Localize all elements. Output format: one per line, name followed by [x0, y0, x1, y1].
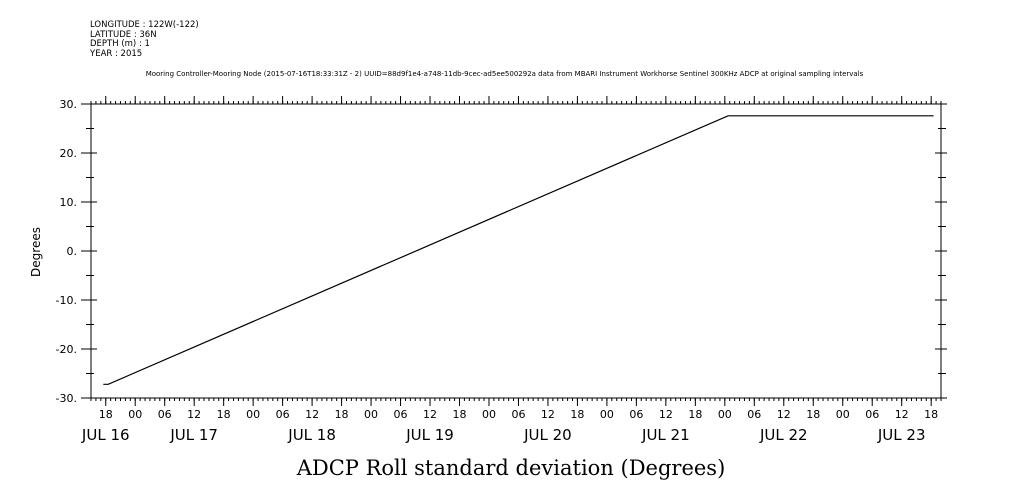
x-date-label: JUL 19 — [405, 426, 454, 444]
series-line — [103, 115, 934, 385]
x-date-label: JUL 22 — [759, 426, 808, 444]
x-hour-label: 00 — [718, 408, 732, 421]
y-tick-label: -20. — [56, 343, 77, 356]
x-hour-label: 06 — [629, 408, 643, 421]
x-hour-label: 00 — [600, 408, 614, 421]
x-hour-label: 00 — [128, 408, 142, 421]
y-tick-label: -30. — [56, 392, 77, 405]
x-hour-label: 18 — [924, 408, 938, 421]
depth-label: DEPTH (m) : 1 — [90, 39, 150, 50]
x-hour-label: 06 — [747, 408, 761, 421]
x-hour-label: 00 — [482, 408, 496, 421]
y-axis-label: Degrees — [29, 227, 43, 277]
chart-header: LONGITUDE : 122W(-122) LATITUDE : 36N DE… — [90, 20, 199, 59]
x-hour-label: 18 — [570, 408, 584, 421]
x-hour-label: 06 — [276, 408, 290, 421]
data-layer — [103, 115, 934, 385]
x-hour-label: 18 — [99, 408, 113, 421]
x-hour-label: 12 — [659, 408, 673, 421]
x-hour-label: 12 — [777, 408, 791, 421]
plot-frame — [90, 103, 942, 399]
axes-layer: 30. 20. 10. 0. -10. -20. -30. 18 00 06 12 18 00 06 12 1… — [56, 96, 947, 444]
y-tick-label: 0. — [67, 245, 78, 258]
y-tick-label: 10. — [60, 196, 78, 209]
x-axis-label: ADCP Roll standard deviation (Degrees) — [296, 456, 726, 480]
x-hour-label: 18 — [806, 408, 820, 421]
x-hour-label: 18 — [217, 408, 231, 421]
y-tick-label: 30. — [60, 98, 78, 111]
y-tick-label: 20. — [60, 147, 78, 160]
y-tick-label: -10. — [56, 294, 77, 307]
x-date-label: JUL 17 — [169, 426, 218, 444]
x-hour-label: 12 — [187, 408, 201, 421]
x-hour-label: 06 — [865, 408, 879, 421]
x-date-label: JUL 18 — [287, 426, 336, 444]
latitude-label: LATITUDE : 36N — [90, 29, 157, 40]
x-date-label: JUL 16 — [81, 426, 130, 444]
x-hour-label: 00 — [836, 408, 850, 421]
x-hour-label: 06 — [158, 408, 172, 421]
x-hour-label: 18 — [335, 408, 349, 421]
chart-subtitle: Mooring Controller-Mooring Node (2015-07… — [145, 70, 864, 78]
x-hour-label: 12 — [895, 408, 909, 421]
x-date-label: JUL 21 — [641, 426, 690, 444]
x-hour-label: 12 — [305, 408, 319, 421]
longitude-label: LONGITUDE : 122W(-122) — [90, 20, 199, 30]
x-hour-label: 06 — [394, 408, 408, 421]
x-hour-label: 12 — [541, 408, 555, 421]
x-hour-label: 18 — [688, 408, 702, 421]
x-hour-label: 06 — [511, 408, 525, 421]
x-hour-label: 00 — [364, 408, 378, 421]
x-date-label: JUL 23 — [877, 426, 926, 444]
year-label: YEAR : 2015 — [90, 48, 143, 59]
x-date-label: JUL 20 — [523, 426, 572, 444]
x-hour-label: 12 — [423, 408, 437, 421]
x-hour-label: 00 — [246, 408, 260, 421]
x-hour-label: 18 — [452, 408, 466, 421]
